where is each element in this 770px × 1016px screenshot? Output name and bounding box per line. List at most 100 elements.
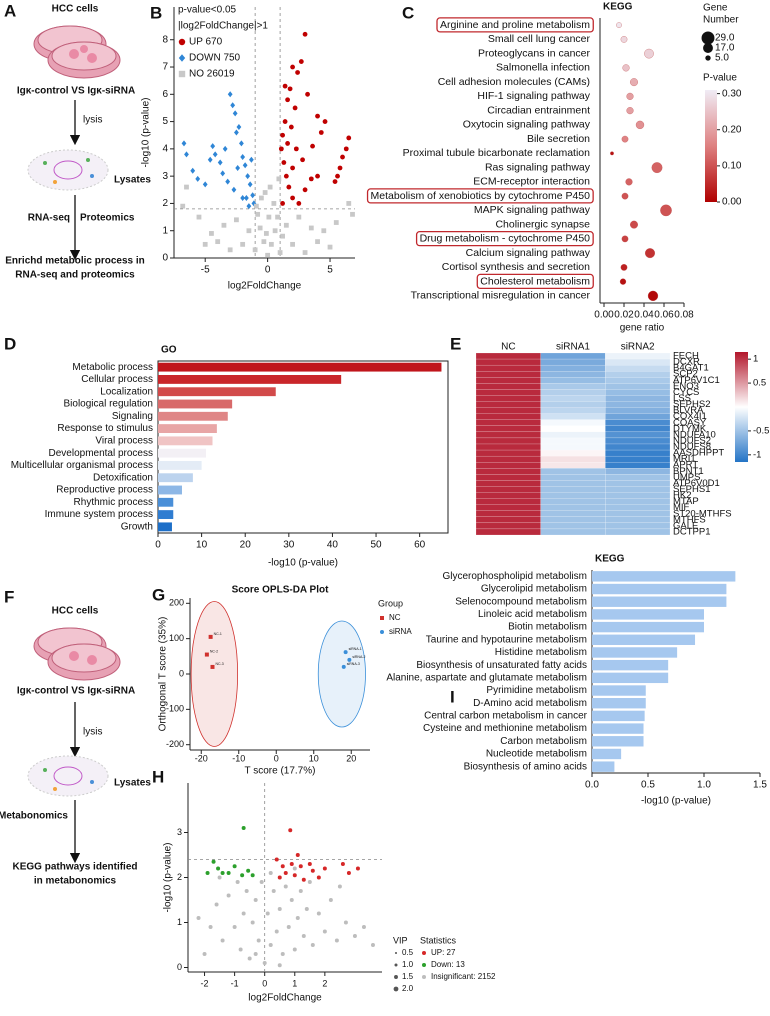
point <box>277 875 282 880</box>
diagram-text: RNA-seq <box>28 213 70 224</box>
annotation: p-value<0.05 <box>178 5 237 16</box>
y-tick-label: 1 <box>162 225 168 236</box>
y-tick-label: 0 <box>177 962 182 972</box>
heatmap-cell <box>475 358 541 366</box>
point <box>262 190 268 195</box>
y-tick-label: 0 <box>179 668 184 678</box>
size-legend-marker <box>705 55 711 61</box>
panel-label: C <box>402 3 414 22</box>
point <box>262 961 267 965</box>
heatmap-cell <box>605 480 671 487</box>
point <box>227 247 233 253</box>
point <box>202 181 208 188</box>
bar <box>158 411 228 421</box>
point <box>196 214 202 220</box>
point <box>217 159 223 166</box>
bar <box>592 596 727 607</box>
x-tick-label: 0.5 <box>641 780 655 791</box>
heatmap-cell <box>475 425 541 433</box>
heatmap-cell <box>540 431 606 439</box>
heatmap-cell <box>605 522 671 530</box>
x-tick-label: -2 <box>201 978 209 988</box>
size-legend-label: 1.0 <box>402 960 414 969</box>
point <box>208 925 213 929</box>
point <box>212 151 218 158</box>
point <box>245 173 251 180</box>
colorbar-tick-label: 0.10 <box>722 161 742 172</box>
colorbar-tick-label: 0.20 <box>722 124 742 135</box>
point <box>266 214 272 220</box>
point <box>308 225 314 231</box>
point <box>346 135 352 141</box>
diagram-text: KEGG pathways identified <box>12 862 137 873</box>
heatmap-cell <box>540 395 606 402</box>
point <box>340 862 345 866</box>
point-label: siRNA-3 <box>347 662 360 666</box>
colorbar-tick-label: -0.5 <box>753 425 769 436</box>
row-label: HK2 <box>673 490 691 501</box>
category-label: Oxytocin signaling pathway <box>463 119 591 131</box>
heatmap-cell <box>475 480 541 487</box>
point <box>208 634 213 639</box>
row-label: NDUFS2 <box>673 435 711 446</box>
point <box>247 181 253 188</box>
row-label: NDUFS8 <box>673 442 711 453</box>
point <box>322 866 327 871</box>
bar <box>592 634 696 645</box>
particle <box>43 768 47 772</box>
heatmap-cell <box>605 468 671 475</box>
bar <box>592 685 646 696</box>
heatmap-cell <box>475 443 541 451</box>
point <box>220 938 225 943</box>
size-legend-label: 1.5 <box>402 972 414 981</box>
category-label: Metabolism of xenobiotics by cytochrome … <box>371 190 591 202</box>
heatmap-cell <box>475 389 541 396</box>
point <box>308 176 314 182</box>
category-label: D-Amino acid metabolism <box>473 698 587 709</box>
heatmap-cell <box>475 498 541 505</box>
point <box>253 952 258 956</box>
panel-label: H <box>152 767 164 786</box>
point <box>184 151 189 158</box>
category-label: Small cell lung cancer <box>488 33 591 45</box>
panel-label: G <box>152 585 165 604</box>
diagram-text: lysis <box>83 115 102 126</box>
point <box>310 943 315 947</box>
point <box>240 154 246 161</box>
point <box>290 165 295 171</box>
point <box>240 873 245 878</box>
point <box>295 853 300 857</box>
size-legend-label: 0.5 <box>402 948 414 957</box>
size-legend-marker <box>703 43 713 53</box>
point <box>304 907 309 911</box>
x-tick-label: 0 <box>274 753 279 763</box>
particle <box>86 158 90 162</box>
size-legend-marker <box>394 963 398 967</box>
point <box>296 201 302 206</box>
colorbar-tick-label: 0.00 <box>722 197 742 208</box>
row-label: BLVRA <box>673 405 704 416</box>
point <box>280 952 285 956</box>
bar <box>592 621 704 633</box>
legend-label: DOWN 750 <box>189 53 241 64</box>
point <box>252 247 258 253</box>
point <box>275 214 281 220</box>
diagram-text: Metabonomics <box>0 811 68 822</box>
heatmap-cell <box>475 377 541 384</box>
cell <box>87 53 97 63</box>
column-label: siRNA1 <box>556 342 590 353</box>
bar <box>592 748 622 760</box>
row-label: MRI1 <box>673 454 696 465</box>
colorbar-title: P-value <box>703 73 737 84</box>
point <box>287 86 293 92</box>
point <box>184 184 189 190</box>
heatmap-cell <box>605 425 671 433</box>
lysate <box>27 755 109 797</box>
point <box>195 175 201 182</box>
highlight-box <box>476 273 594 290</box>
panel-label: E <box>450 334 461 353</box>
bar <box>158 424 217 433</box>
bar <box>158 362 442 372</box>
point <box>332 179 338 185</box>
